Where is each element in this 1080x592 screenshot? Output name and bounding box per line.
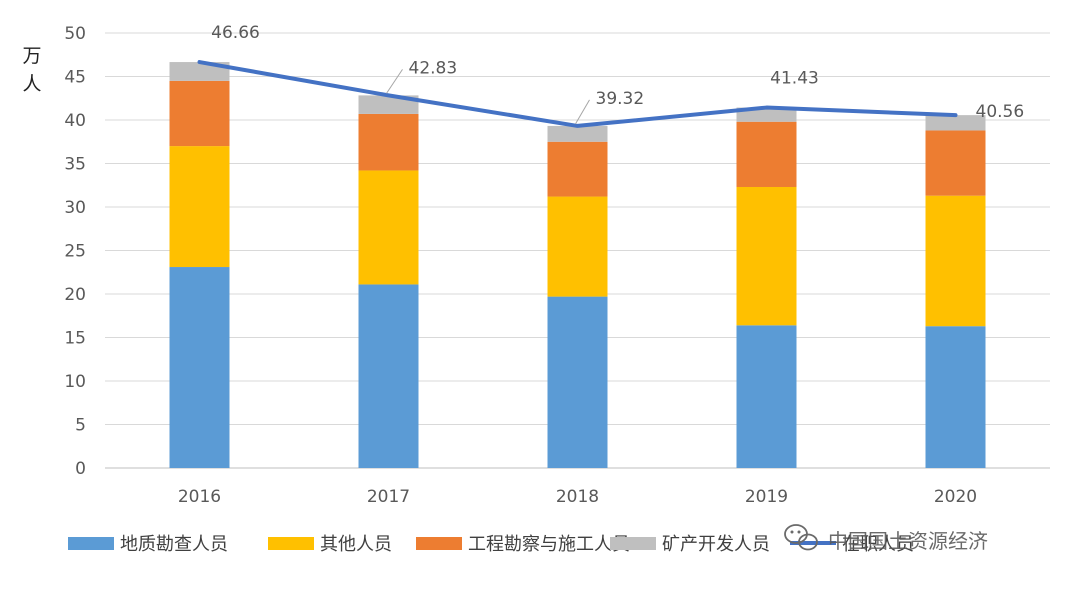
bar-segment: [169, 80, 230, 147]
bar-segment: [169, 62, 230, 81]
bar-segment: [358, 113, 419, 171]
bar-segment: [358, 284, 419, 468]
y-tick-label: 15: [64, 329, 86, 349]
bar-segment: [547, 125, 608, 142]
bar-segment: [925, 326, 986, 468]
legend-label: 在职人员: [842, 534, 914, 555]
bar-segment: [925, 115, 986, 131]
legend-swatch: [268, 537, 314, 550]
y-tick-label: 5: [75, 416, 86, 436]
y-tick-label: 20: [64, 285, 86, 305]
y-axis-label: 万人: [22, 45, 41, 95]
y-tick-label: 30: [64, 198, 86, 218]
y-axis-label-char: 万: [22, 45, 41, 67]
watermark: 中国国土资源经济: [784, 524, 988, 553]
x-tick-label: 2018: [556, 487, 599, 507]
legend-swatch: [610, 537, 656, 550]
legend-label: 工程勘察与施工人员: [468, 534, 630, 555]
y-tick-label: 50: [64, 24, 86, 44]
data-label: 42.83: [409, 58, 458, 78]
data-label: 39.32: [596, 89, 645, 109]
x-tick-label: 2019: [745, 487, 788, 507]
y-tick-label: 45: [64, 68, 86, 88]
bar-segment: [925, 130, 986, 196]
y-tick-label: 25: [64, 242, 86, 262]
legend: 地质勘查人员 其他人员 工程勘察与施工人员 矿产开发人员 在职人员: [68, 534, 914, 555]
x-tick-label: 2017: [367, 487, 410, 507]
y-axis-label-char: 人: [22, 73, 41, 95]
line-series: [197, 60, 958, 128]
legend-label: 其他人员: [320, 534, 392, 555]
data-labels: 46.66 42.83 39.32 41.43 40.56: [211, 23, 1025, 125]
y-tick-label: 0: [75, 459, 86, 479]
x-tick-label: 2020: [934, 487, 977, 507]
bar-segment: [736, 121, 797, 187]
bar-segment: [547, 196, 608, 297]
bar-segment: [736, 325, 797, 468]
wechat-icon: [784, 524, 818, 551]
bar-segment: [358, 95, 419, 114]
bar-segment: [547, 141, 608, 197]
leader-line: [575, 99, 590, 125]
bar-segment: [736, 186, 797, 326]
data-label: 46.66: [211, 23, 260, 43]
y-tick-label: 10: [64, 372, 86, 392]
bar-segment: [736, 107, 797, 122]
bar-segment: [925, 195, 986, 327]
bar-series: [169, 62, 986, 468]
bar-segment: [169, 267, 230, 468]
watermark-text: 中国国土资源经济: [828, 529, 988, 553]
x-axis-ticks: 2016 2017 2018 2019 2020: [178, 487, 977, 507]
bar-segment: [547, 296, 608, 468]
y-tick-label: 40: [64, 111, 86, 131]
data-label: 40.56: [976, 102, 1025, 122]
total-line: [197, 60, 958, 128]
legend-swatch: [416, 537, 462, 550]
legend-swatch: [68, 537, 114, 550]
legend-label: 矿产开发人员: [662, 534, 770, 555]
leader-line: [386, 69, 403, 94]
bar-segment: [358, 170, 419, 285]
legend-label: 地质勘查人员: [120, 534, 228, 555]
y-tick-label: 35: [64, 155, 86, 175]
x-tick-label: 2016: [178, 487, 221, 507]
data-label: 41.43: [770, 69, 819, 89]
bar-segment: [169, 146, 230, 268]
y-axis-ticks: 0 5 10 15 20 25 30 35 40 45 50: [64, 24, 86, 479]
